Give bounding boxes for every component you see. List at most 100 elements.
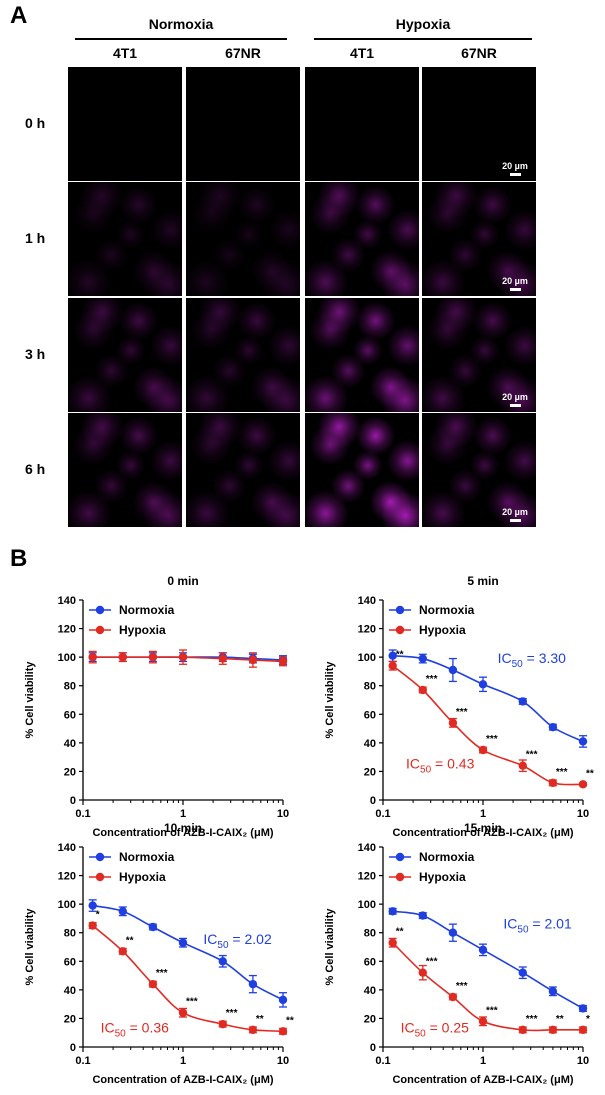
data-point [388, 661, 397, 670]
chart-title: 15 min [464, 821, 502, 835]
series-normoxia [388, 649, 588, 748]
fluorescence-signal [186, 182, 300, 296]
ic50-annotation: IC50 = 2.02 [203, 931, 272, 951]
data-point [548, 778, 558, 788]
y-tick-label: 40 [364, 738, 376, 750]
significance-marker: * [586, 1014, 590, 1025]
y-tick-label: 0 [70, 1042, 76, 1054]
series-hypoxia: ************** ** [88, 910, 294, 1036]
y-tick-label: 100 [58, 652, 76, 664]
viability-chart-2: 10 min 0 20 40 60 80 100 120 140 0.1 1 10 % Cell via… [24, 821, 294, 1086]
data-point [578, 780, 588, 789]
x-tick-label: 10 [277, 808, 289, 820]
panel-b-letter: B [10, 545, 28, 572]
fluorescence-signal [422, 298, 536, 412]
condition-label-0: Normoxia [148, 16, 214, 32]
data-point [578, 1025, 588, 1035]
y-tick-label: 0 [70, 795, 76, 807]
time-label-0: 0 h [25, 115, 46, 131]
data-point [418, 968, 427, 977]
data-point [88, 901, 97, 910]
ic50-annotation: IC50 = 0.25 [401, 1020, 470, 1040]
x-axis-label: Concentration of AZB-I-CAIX₂ (μM) [92, 1074, 273, 1086]
data-point [448, 928, 458, 937]
data-point [448, 992, 458, 1002]
data-point [418, 685, 427, 695]
legend-label: Hypoxia [419, 623, 466, 637]
y-tick-label: 100 [58, 899, 76, 911]
y-tick-label: 140 [358, 842, 376, 854]
data-point [218, 654, 227, 663]
data-point [548, 987, 558, 996]
legend-swatch-marker [95, 872, 105, 882]
legend-label: Normoxia [419, 850, 475, 864]
series-hypoxia: ***************** ** [388, 650, 594, 789]
y-tick-label: 20 [64, 766, 76, 778]
data-point [388, 938, 397, 947]
y-tick-label: 60 [364, 709, 376, 721]
micrograph-r0-c3: 20 µm [422, 67, 536, 181]
data-point [518, 761, 527, 770]
significance-marker: *** [556, 767, 568, 778]
legend-label: Hypoxia [119, 623, 166, 637]
y-tick-label: 100 [358, 652, 376, 664]
data-point [448, 718, 458, 728]
fluorescence-signal [305, 182, 419, 296]
significance-marker: *** [456, 707, 468, 718]
data-point [578, 1004, 588, 1013]
y-tick-label: 80 [64, 681, 76, 693]
data-point [248, 979, 258, 989]
y-tick-label: 140 [358, 595, 376, 607]
data-point [478, 680, 488, 689]
legend-label: Normoxia [419, 603, 475, 617]
y-axis-label: % Cell viability [324, 908, 336, 986]
y-tick-label: 120 [58, 871, 76, 883]
data-point [218, 957, 227, 966]
data-point [518, 697, 527, 706]
data-point [418, 654, 427, 663]
fluorescence-signal [422, 182, 536, 296]
data-point [278, 1027, 288, 1036]
micrograph-r0-c2 [305, 67, 419, 181]
micrograph-r1-c0 [68, 182, 182, 296]
x-tick-label: 0.1 [75, 1055, 90, 1067]
data-point [118, 947, 127, 956]
x-tick-label: 0.1 [75, 808, 90, 820]
legend-swatch-marker [95, 605, 105, 615]
y-tick-label: 140 [58, 595, 76, 607]
legend-label: Normoxia [119, 850, 175, 864]
x-tick-label: 1 [180, 808, 186, 820]
significance-marker: ** [286, 1015, 294, 1026]
significance-marker: ** [256, 1014, 264, 1025]
significance-marker: *** [486, 734, 498, 745]
y-tick-label: 60 [64, 709, 76, 721]
viability-chart-0: 0 min 0 20 40 60 80 100 120 140 0.1 1 10 % Cell viab… [24, 574, 289, 839]
series-hypoxia [88, 649, 288, 668]
scale-bar: 20 µm [500, 392, 530, 407]
y-axis-label: % Cell viability [24, 661, 36, 739]
scale-bar-label: 20 µm [502, 161, 528, 171]
viability-chart-1: 5 min 0 20 40 60 80 100 120 140 0.1 1 10 % Cell viab… [324, 574, 594, 839]
data-point [248, 1025, 258, 1035]
micrograph-r3-c3: 20 µm [422, 413, 536, 527]
series-normoxia [388, 907, 588, 1013]
micrograph-r3-c1 [186, 413, 300, 527]
legend-swatch-marker [95, 625, 105, 635]
scale-bar-label: 20 µm [502, 507, 528, 517]
x-tick-label: 10 [577, 808, 589, 820]
significance-marker: *** [156, 968, 168, 979]
micrograph-r1-c2 [305, 182, 419, 296]
x-tick-label: 0.1 [375, 1055, 390, 1067]
significance-marker: *** [526, 750, 538, 761]
legend-swatch-marker [395, 625, 405, 635]
y-tick-label: 60 [64, 956, 76, 968]
cell-line-label-1: 67NR [225, 45, 261, 61]
micrograph-r1-c1 [186, 182, 300, 296]
y-axis-label: % Cell viability [324, 661, 336, 739]
fluorescence-signal [305, 413, 419, 527]
ic50-annotation: IC50 = 2.01 [503, 915, 572, 935]
x-tick-label: 1 [180, 1055, 186, 1067]
legend-swatch-marker [95, 852, 105, 862]
fluorescence-signal [68, 298, 182, 412]
data-point [448, 665, 458, 675]
